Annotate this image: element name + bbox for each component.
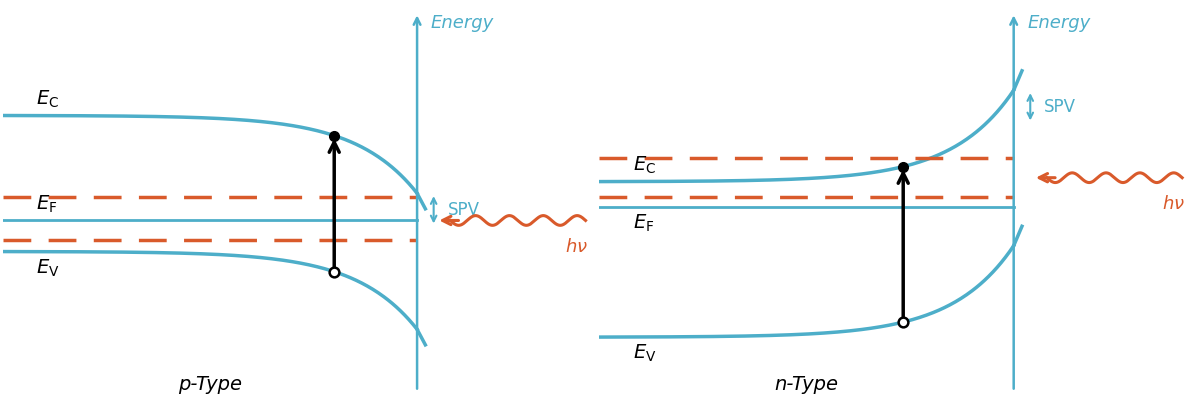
Text: $E_{\mathregular{V}}$: $E_{\mathregular{V}}$: [633, 343, 657, 364]
Text: Energy: Energy: [1027, 15, 1091, 32]
Text: $E_{\mathregular{F}}$: $E_{\mathregular{F}}$: [633, 213, 654, 234]
Text: n-Type: n-Type: [775, 375, 838, 393]
Text: $h\nu$: $h\nu$: [566, 238, 588, 256]
Text: Energy: Energy: [431, 15, 494, 32]
Text: $E_{\mathregular{V}}$: $E_{\mathregular{V}}$: [36, 257, 60, 279]
Text: $E_{\mathregular{C}}$: $E_{\mathregular{C}}$: [633, 154, 655, 176]
Text: $E_{\mathregular{C}}$: $E_{\mathregular{C}}$: [36, 88, 59, 109]
Text: p-Type: p-Type: [178, 375, 242, 393]
Text: SPV: SPV: [1044, 98, 1076, 116]
Text: $E_{\mathregular{F}}$: $E_{\mathregular{F}}$: [36, 194, 57, 215]
Text: $h\nu$: $h\nu$: [1163, 195, 1185, 213]
Text: SPV: SPV: [447, 201, 480, 219]
